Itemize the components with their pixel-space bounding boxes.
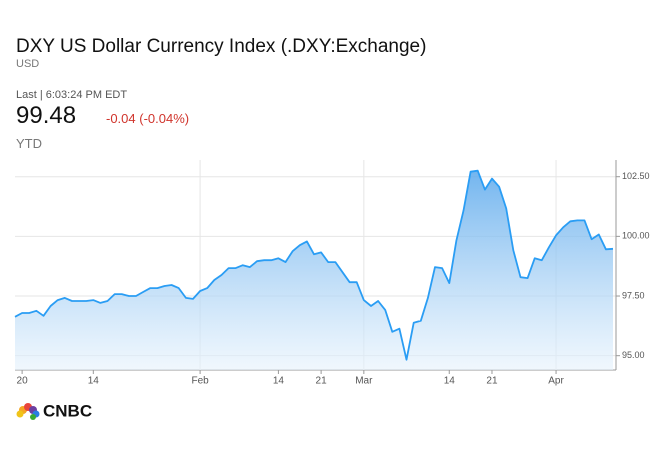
cnbc-logo: CNBC xyxy=(16,401,92,420)
x-tick-label: 14 xyxy=(444,376,456,387)
currency: USD xyxy=(16,58,40,70)
last-time: Last | 6:03:24 PM EDT xyxy=(16,89,128,101)
y-tick-label: 100.00 xyxy=(622,231,650,241)
x-tick-label: Mar xyxy=(355,376,373,387)
line xyxy=(14,169,614,361)
x-tick-label: 20 xyxy=(17,376,29,387)
x-tick-label: Apr xyxy=(548,376,564,387)
x-tick-label: 14 xyxy=(273,376,285,387)
x-tick-label: 21 xyxy=(316,376,328,387)
x-tick-label: 14 xyxy=(88,376,100,387)
title: DXY US Dollar Currency Index (.DXY:Excha… xyxy=(16,36,427,57)
area xyxy=(15,170,613,370)
x-tick-label: Feb xyxy=(191,376,209,387)
logo-text: CNBC xyxy=(43,401,92,420)
period: YTD xyxy=(16,136,42,151)
y-tick-label: 102.50 xyxy=(622,171,650,181)
change: -0.04 (-0.04%) xyxy=(106,111,190,126)
x-tick-label: 21 xyxy=(486,376,498,387)
y-tick-label: 97.50 xyxy=(622,290,645,300)
price: 99.48 xyxy=(16,102,77,129)
y-tick-label: 95.00 xyxy=(622,350,645,360)
